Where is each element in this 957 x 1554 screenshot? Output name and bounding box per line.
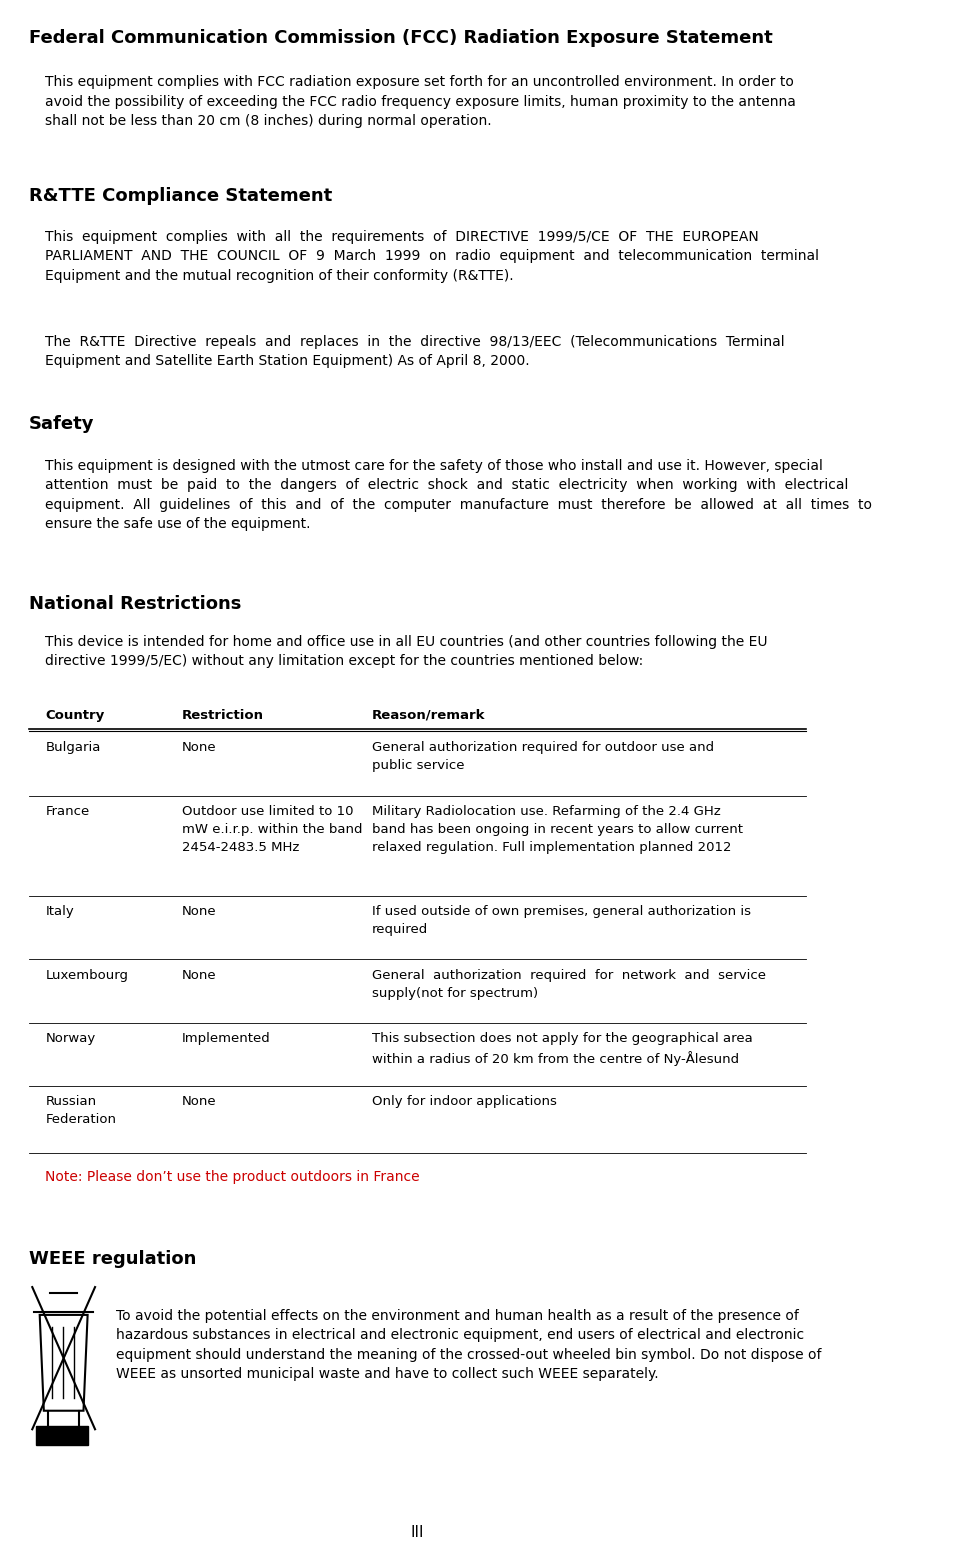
- Text: Federal Communication Commission (FCC) Radiation Exposure Statement: Federal Communication Commission (FCC) R…: [29, 30, 772, 47]
- Text: Only for indoor applications: Only for indoor applications: [372, 1096, 557, 1108]
- Text: General  authorization  required  for  network  and  service
supply(not for spec: General authorization required for netwo…: [372, 968, 766, 999]
- Text: None: None: [182, 741, 216, 754]
- Text: This equipment is designed with the utmost care for the safety of those who inst: This equipment is designed with the utmo…: [46, 458, 873, 531]
- Text: Luxembourg: Luxembourg: [46, 968, 128, 982]
- Text: If used outside of own premises, general authorization is
required: If used outside of own premises, general…: [372, 906, 751, 937]
- Text: Country: Country: [46, 709, 104, 723]
- Text: This  equipment  complies  with  all  the  requirements  of  DIRECTIVE  1999/5/C: This equipment complies with all the req…: [46, 230, 819, 283]
- Text: III: III: [411, 1524, 424, 1540]
- Text: None: None: [182, 968, 216, 982]
- Text: Restriction: Restriction: [182, 709, 264, 723]
- Text: This subsection does not apply for the geographical area
within a radius of 20 k: This subsection does not apply for the g…: [372, 1032, 752, 1066]
- Text: This equipment complies with FCC radiation exposure set forth for an uncontrolle: This equipment complies with FCC radiati…: [46, 75, 796, 129]
- Text: General authorization required for outdoor use and
public service: General authorization required for outdo…: [372, 741, 714, 772]
- Text: Reason/remark: Reason/remark: [372, 709, 485, 723]
- Text: Implemented: Implemented: [182, 1032, 271, 1044]
- Text: Bulgaria: Bulgaria: [46, 741, 100, 754]
- Text: Outdoor use limited to 10
mW e.i.r.p. within the band
2454-2483.5 MHz: Outdoor use limited to 10 mW e.i.r.p. wi…: [182, 805, 363, 853]
- Bar: [35, 1427, 88, 1445]
- Text: Note: Please don’t use the product outdoors in France: Note: Please don’t use the product outdo…: [46, 1170, 420, 1184]
- Text: Safety: Safety: [29, 415, 95, 434]
- Text: None: None: [182, 1096, 216, 1108]
- Text: National Restrictions: National Restrictions: [29, 595, 241, 612]
- Text: WEEE regulation: WEEE regulation: [29, 1249, 196, 1268]
- Text: To avoid the potential effects on the environment and human health as a result o: To avoid the potential effects on the en…: [116, 1308, 821, 1382]
- Text: Russian
Federation: Russian Federation: [46, 1096, 117, 1127]
- Text: Military Radiolocation use. Refarming of the 2.4 GHz
band has been ongoing in re: Military Radiolocation use. Refarming of…: [372, 805, 743, 853]
- Text: None: None: [182, 906, 216, 918]
- Text: France: France: [46, 805, 90, 817]
- Text: The  R&TTE  Directive  repeals  and  replaces  in  the  directive  98/13/EEC  (T: The R&TTE Directive repeals and replaces…: [46, 336, 785, 368]
- Text: R&TTE Compliance Statement: R&TTE Compliance Statement: [29, 186, 332, 205]
- Text: Norway: Norway: [46, 1032, 96, 1044]
- Text: This device is intended for home and office use in all EU countries (and other c: This device is intended for home and off…: [46, 634, 768, 668]
- Text: Italy: Italy: [46, 906, 75, 918]
